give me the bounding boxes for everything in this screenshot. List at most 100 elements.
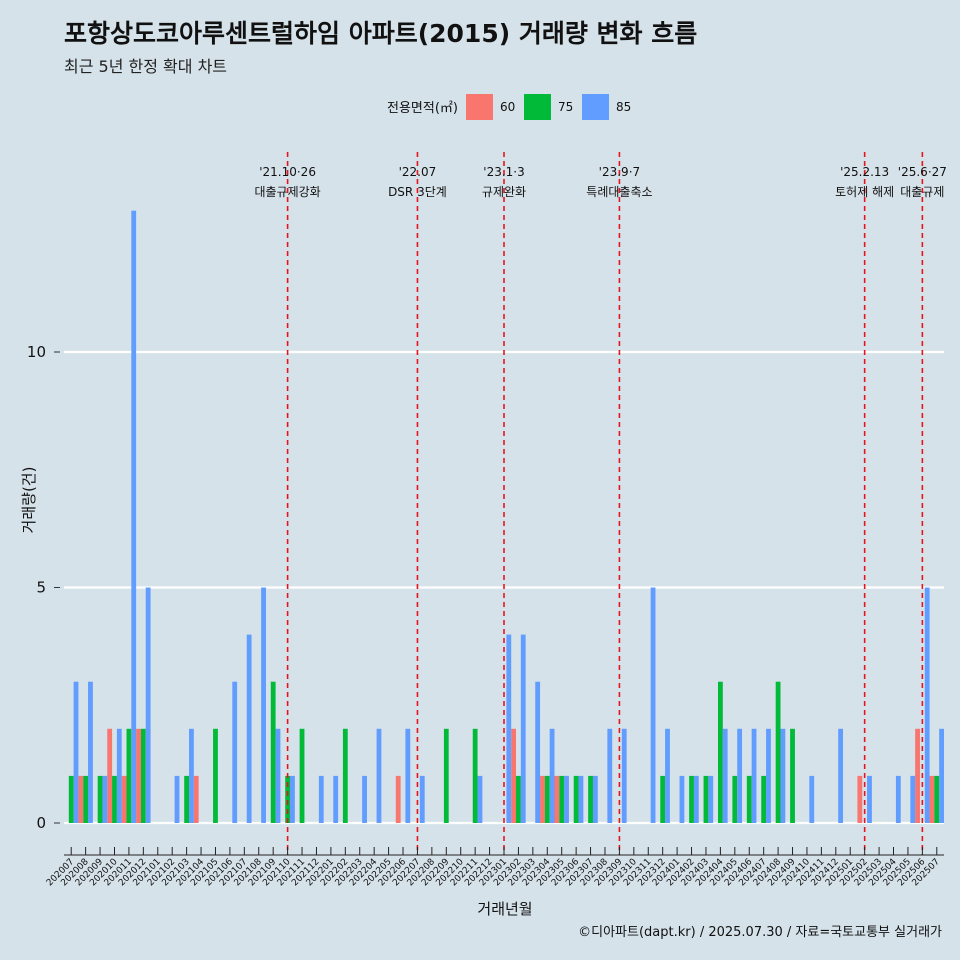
bar <box>737 728 743 823</box>
legend-label: 75 <box>558 100 573 114</box>
legend-swatch <box>582 94 609 120</box>
event-date: '25.6·27 <box>898 165 947 179</box>
bar <box>549 728 555 823</box>
bar <box>213 728 218 823</box>
legend: 전용면적(㎡) 60 75 85 <box>387 94 631 120</box>
event-date: '22.07 <box>399 165 437 179</box>
bar <box>621 728 627 823</box>
bar <box>895 775 901 823</box>
bar <box>573 775 579 823</box>
event-label: 특례대출축소 <box>586 185 652 199</box>
bar <box>511 728 517 823</box>
bar <box>915 728 920 823</box>
bar <box>107 728 113 823</box>
bar <box>761 775 767 823</box>
bar <box>679 775 685 823</box>
bar <box>121 775 127 823</box>
legend-swatch <box>466 94 493 120</box>
bar <box>285 775 291 823</box>
bar <box>544 775 550 823</box>
bar <box>607 728 613 823</box>
bar <box>376 728 382 823</box>
event-markers: '21.10·26 대출규제강화 '22.07 DSR 3단계 '23.1·3 규제완화 '… <box>254 152 947 855</box>
event-date: '25.2.13 <box>840 165 889 179</box>
bar <box>333 775 339 823</box>
source-caption: ©디아파트(dapt.kr) / 2025.07.30 / 자료=국토교통부 실… <box>578 925 942 940</box>
bar <box>693 775 699 823</box>
bar <box>405 728 411 823</box>
bar <box>766 728 771 823</box>
chart-title: 포항상도코아루센트럴하임 아파트(2015) 거래량 변화 흐름 <box>64 19 698 48</box>
bar <box>477 775 483 823</box>
bar <box>665 728 670 823</box>
bar <box>559 775 565 823</box>
bar <box>193 775 199 823</box>
event-label: DSR 3단계 <box>388 185 447 199</box>
event-date: '23.9·7 <box>599 165 640 179</box>
bar <box>83 775 89 823</box>
bars <box>68 210 944 823</box>
bar <box>174 775 180 823</box>
bar <box>232 681 238 823</box>
bar <box>809 775 815 823</box>
bar <box>689 775 694 823</box>
bar <box>929 775 935 823</box>
legend-label: 85 <box>616 100 631 114</box>
event-date: '21.10·26 <box>259 165 316 179</box>
event-label: 대출규제 <box>900 185 944 199</box>
bar <box>838 728 844 823</box>
bar <box>140 728 146 823</box>
bar <box>318 775 324 823</box>
event-label: 토허제 해제 <box>835 185 894 199</box>
legend-title: 전용면적(㎡) <box>387 101 458 116</box>
bar <box>722 728 728 823</box>
bar <box>939 728 944 823</box>
bar <box>184 775 190 823</box>
event-date: '23.1·3 <box>483 165 524 179</box>
bar <box>189 728 194 823</box>
bar <box>145 587 151 823</box>
bar <box>116 728 122 823</box>
bar <box>97 775 103 823</box>
bar <box>275 728 281 823</box>
bar <box>102 775 108 823</box>
bar <box>520 634 526 823</box>
bar <box>419 775 425 823</box>
y-tick-label: 0 <box>36 814 46 832</box>
bar <box>588 775 593 823</box>
bar <box>934 775 940 823</box>
bar <box>68 775 74 823</box>
bar <box>578 775 584 823</box>
bar <box>660 775 666 823</box>
x-axis: 2020072020082020092020102020112020122021… <box>45 847 944 888</box>
bar <box>136 728 141 823</box>
bar <box>535 681 541 823</box>
bar <box>290 775 295 823</box>
bar <box>261 587 266 823</box>
bar <box>270 681 276 823</box>
bar <box>126 728 132 823</box>
bar <box>732 775 738 823</box>
bar <box>131 210 137 823</box>
chart-subtitle: 최근 5년 한정 확대 차트 <box>64 57 228 76</box>
bar <box>299 728 305 823</box>
bar <box>924 587 930 823</box>
bar <box>342 728 348 823</box>
bar <box>564 775 569 823</box>
bar <box>717 681 723 823</box>
bar <box>751 728 757 823</box>
bar <box>472 728 478 823</box>
y-axis: 0 5 10 <box>27 343 60 832</box>
y-tick-label: 5 <box>36 579 46 597</box>
legend-label: 60 <box>500 100 515 114</box>
bar <box>867 775 872 823</box>
x-axis-label: 거래년월 <box>477 900 532 918</box>
bar <box>246 634 252 823</box>
event-label: 규제완화 <box>482 185 526 199</box>
bar <box>506 634 512 823</box>
y-tick-label: 10 <box>27 343 46 361</box>
bar <box>650 587 656 823</box>
bar <box>88 681 93 823</box>
bar <box>780 728 786 823</box>
